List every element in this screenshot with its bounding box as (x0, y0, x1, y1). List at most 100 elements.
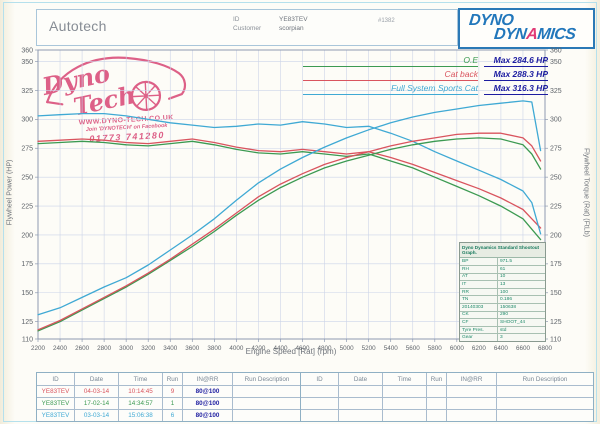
y-tick-label-right: 325 (550, 88, 562, 95)
info-row: 20140303 150638 (460, 304, 545, 312)
table-cell: YE83TEV (37, 398, 75, 409)
table-cell (427, 410, 447, 421)
y-tick-label-right: 150 (550, 290, 562, 297)
y-tick-label-left: 250 (21, 174, 33, 181)
table-cell (383, 386, 427, 397)
logo-word-dynamics: DYNAMICS (493, 26, 577, 43)
info-row: Gear 3 (460, 334, 545, 341)
table-cell: YE83TEV (37, 410, 75, 421)
y-tick-label-left: 150 (21, 290, 33, 297)
info-row-key: Tyre Pres. (460, 326, 498, 334)
column-header: Date (75, 373, 119, 385)
table-cell (301, 386, 339, 397)
info-row-value: SHOOT_44 (500, 320, 526, 326)
info-row-value: 13 (500, 282, 506, 288)
x-tick-label: 6400 (494, 345, 509, 352)
info-row-value: 61 (500, 266, 506, 272)
run-row: YE83TEV 17-02-14 14:34:57 1 80@100 (37, 397, 301, 409)
table-cell: 17-02-14 (75, 398, 119, 409)
y-tick-label-left: 110 (22, 336, 33, 343)
table-cell (233, 398, 301, 409)
run-table-header-row: ID Date Time Run IN@RR Run Description (301, 373, 593, 385)
y-tick-label-right: 250 (550, 174, 562, 181)
column-header: Time (119, 373, 163, 385)
run-row: YE83TEV 04-03-14 10:14:45 9 80@100 (37, 385, 301, 397)
customer-value: scorpian (279, 25, 304, 32)
info-row-key: AT (460, 273, 498, 281)
x-tick-label: 3200 (141, 345, 156, 352)
id-value: YE83TEV (279, 16, 308, 23)
y-tick-label-left: 325 (21, 88, 33, 95)
table-cell (497, 410, 593, 421)
info-row: BP 971.5 (460, 258, 545, 267)
table-cell (339, 410, 383, 421)
dynotech-stamp-car-art: Dyno Tech (39, 56, 187, 121)
y-tick-label-left: 125 (21, 319, 33, 326)
column-header: ID (37, 373, 75, 385)
table-cell (301, 398, 339, 409)
run-table-header-row: ID Date Time Run IN@RR Run Description (37, 373, 301, 385)
y-tick-label-right: 110 (550, 336, 561, 343)
x-tick-label: 6000 (450, 345, 465, 352)
column-header: Run (163, 373, 183, 385)
table-cell: 04-03-14 (75, 386, 119, 397)
legend-label-full-system: Full System Sports Cat (303, 83, 478, 95)
info-row: RR 100 (460, 288, 545, 297)
table-cell (447, 386, 497, 397)
table-cell (447, 398, 497, 409)
legend-row-full-system: Full System Sports Cat Max 316.3 HP (303, 83, 548, 95)
customer-label: Customer (233, 25, 262, 32)
y-tick-label-left: 175 (21, 261, 33, 268)
info-row-value: 971.5 (500, 259, 513, 265)
y-tick-label-left: 200 (21, 232, 33, 239)
y-tick-label-left: 350 (21, 59, 33, 66)
info-row-key: TN (460, 296, 498, 304)
info-row: Tyre Pres. std (460, 326, 545, 335)
x-tick-label: 6600 (516, 345, 531, 352)
table-cell (497, 386, 593, 397)
header-box: Autotech ID YE83TEV Customer scorpian #1… (36, 9, 458, 46)
info-row: IT 13 (460, 281, 545, 289)
column-header: Run (427, 373, 447, 385)
dynotech-watermark-stamp: Dyno Tech WWW.DYNO-TECH.CO.UK Join 'DYNO… (38, 48, 212, 147)
company-name: Autotech (49, 18, 107, 34)
info-row-key: BP (460, 258, 498, 266)
shootout-info-box: Dyno Dynamics Standard Shootout Graph. B… (459, 242, 546, 342)
oe-torque-curve (37, 140, 542, 241)
column-header: IN@RR (447, 373, 497, 385)
table-cell (339, 386, 383, 397)
info-row-value: std (500, 327, 507, 333)
info-row-key: Gear (460, 334, 498, 341)
legend-max-cat-back: Max 288.3 HP (484, 69, 548, 81)
table-cell (427, 398, 447, 409)
info-box-rows: BP 971.5 RH 61 AT 10 IT 13 RR 100 TN 0.186 20140303 1… (460, 258, 545, 341)
right-axis-title: Flywheel Torque (Rat) (FtLb) (582, 148, 590, 237)
y-tick-label-right: 200 (550, 232, 562, 239)
id-block: ID YE83TEV Customer scorpian (233, 16, 308, 32)
table-cell (383, 410, 427, 421)
table-cell: 80@100 (183, 410, 233, 421)
y-tick-label-right: 275 (550, 146, 562, 153)
x-tick-label: 2200 (31, 345, 46, 352)
info-row: CK 290 (460, 311, 545, 320)
column-header: ID (301, 373, 339, 385)
table-cell: 1 (163, 398, 183, 409)
info-row: CF SHOOT_44 (460, 319, 545, 327)
run-table-left: ID Date Time Run IN@RR Run Description YE83TEV… (36, 372, 302, 422)
info-row: RH 61 (460, 266, 545, 274)
info-row-value: 290 (500, 312, 509, 318)
ref-number: #1382 (378, 18, 395, 24)
info-row-value: 150638 (500, 304, 517, 310)
id-label: ID (233, 16, 240, 23)
column-header: Date (339, 373, 383, 385)
info-row: AT 10 (460, 273, 545, 282)
run-table-right: ID Date Time Run IN@RR Run Description (300, 372, 594, 422)
info-row-value: 10 (500, 274, 506, 280)
table-cell (447, 410, 497, 421)
info-row-key: IT (460, 281, 498, 288)
table-cell: 6 (163, 410, 183, 421)
table-cell: YE83TEV (37, 386, 75, 397)
empty-run-row (301, 397, 593, 409)
dyno-dynamics-logo: DYNO DYNAMICS (458, 8, 595, 49)
